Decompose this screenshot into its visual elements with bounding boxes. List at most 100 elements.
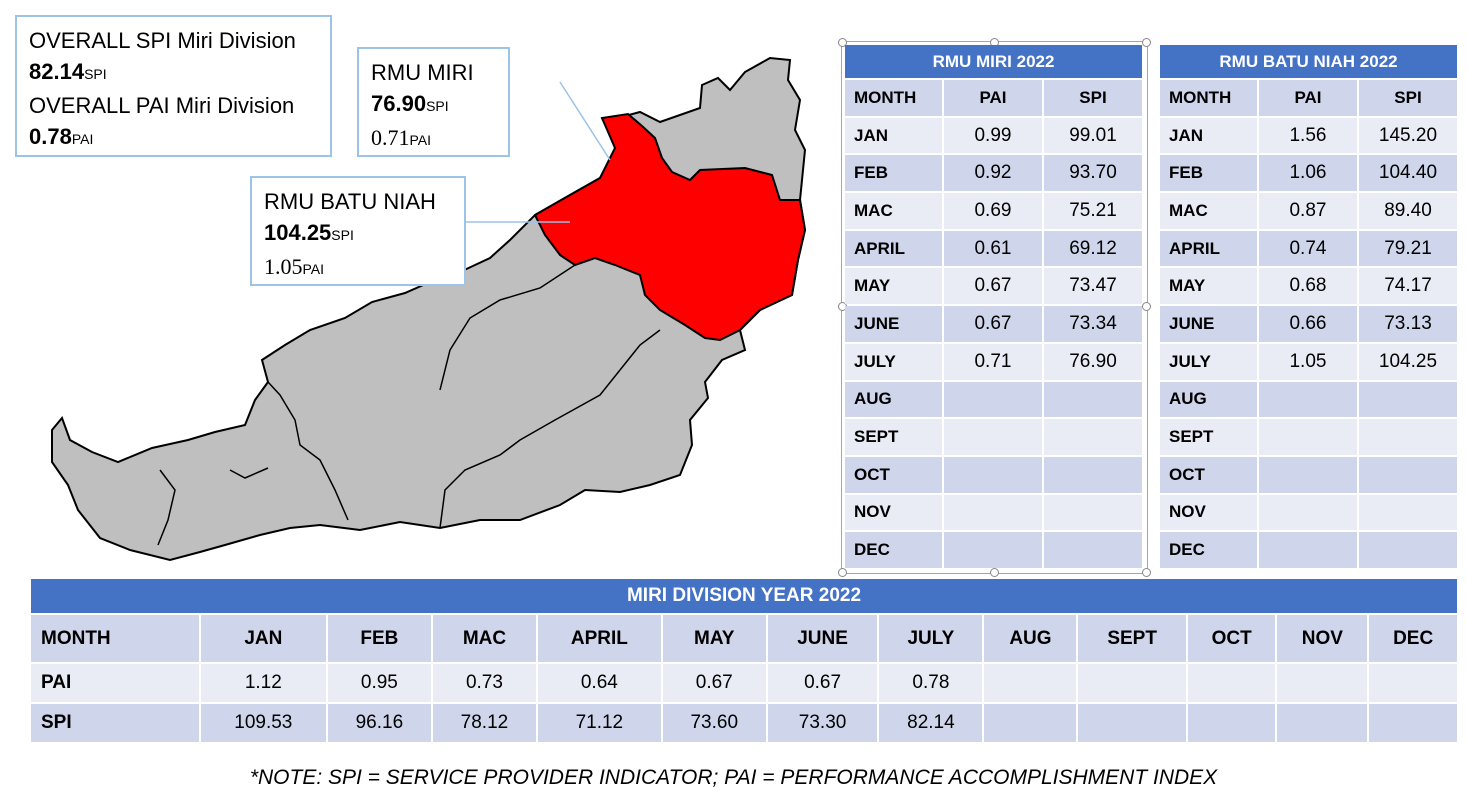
division-pai-cell: 0.67 xyxy=(662,664,766,702)
table-row: OCT xyxy=(845,456,1142,493)
selection-handle-right[interactable] xyxy=(1142,302,1151,311)
miri-division-table: MIRI DIVISION YEAR 2022 MONTH JAN FEB MAC A… xyxy=(29,577,1459,744)
pai-cell xyxy=(1258,419,1357,455)
division-spi-cell: 71.12 xyxy=(537,704,661,742)
table-row: NOV xyxy=(1160,494,1457,531)
pai-cell xyxy=(943,532,1042,568)
spi-cell: 69.12 xyxy=(1043,230,1142,267)
spi-cell: 89.40 xyxy=(1358,193,1457,229)
month-cell: NOV xyxy=(1160,494,1257,531)
division-month-header: NOV xyxy=(1277,615,1368,662)
overall-pai-label: OVERALL PAI Miri Division xyxy=(29,93,295,118)
division-spi-cell: 109.53 xyxy=(200,704,326,742)
month-cell: FEB xyxy=(1160,155,1257,192)
overall-callout: OVERALL SPI Miri Division 82.14SPI OVERA… xyxy=(15,15,332,157)
rmu-batu-niah-spi-line: 104.25SPI xyxy=(264,217,452,251)
rmu-miri-spi-unit: SPI xyxy=(426,98,449,114)
division-pai-cell: 0.67 xyxy=(767,664,878,702)
rmu-batu-niah-pai-unit: PAI xyxy=(302,261,325,277)
division-spi-cell: 96.16 xyxy=(327,704,431,742)
rmu-miri-table: RMU MIRI 2022 MONTH PAI SPI JAN 0.99 99.01 FEB… xyxy=(843,43,1144,570)
division-spi-cell xyxy=(1369,704,1457,742)
table-row: MAY 0.67 73.47 xyxy=(845,268,1142,305)
table-row: JULY 0.71 76.90 xyxy=(845,343,1142,380)
month-cell: DEC xyxy=(1160,532,1257,568)
month-cell: JAN xyxy=(1160,117,1257,154)
table-row: JUNE 0.66 73.13 xyxy=(1160,306,1457,342)
table-row: JAN 0.99 99.01 xyxy=(845,117,1142,154)
division-header-month-label: MONTH xyxy=(31,615,199,662)
table-row: JUNE 0.67 73.34 xyxy=(845,306,1142,342)
rmu-miri-callout-title: RMU MIRI xyxy=(371,60,474,85)
rmu-miri-table-header-row: MONTH PAI SPI xyxy=(845,80,1142,116)
overall-spi-value: 82.14 xyxy=(29,59,85,84)
division-spi-cell xyxy=(1187,704,1276,742)
table-row: SEPT xyxy=(845,419,1142,455)
pai-cell: 1.06 xyxy=(1258,155,1357,192)
month-cell: DEC xyxy=(845,532,942,568)
division-spi-cell xyxy=(1078,704,1186,742)
rmu-batu-niah-table-header-cell: SPI xyxy=(1358,80,1457,116)
spi-cell xyxy=(1043,419,1142,455)
division-pai-cell xyxy=(984,664,1077,702)
month-cell: JUNE xyxy=(845,306,942,342)
division-pai-cell xyxy=(1369,664,1457,702)
division-month-header: OCT xyxy=(1187,615,1276,662)
division-pai-row: PAI 1.12 0.95 0.73 0.64 0.67 0.67 0.78 xyxy=(31,664,1457,702)
month-cell: SEPT xyxy=(845,419,942,455)
table-row: AUG xyxy=(1160,381,1457,418)
month-cell: MAC xyxy=(845,193,942,229)
division-month-header: DEC xyxy=(1369,615,1457,662)
division-month-header: JAN xyxy=(200,615,326,662)
table-row: APRIL 0.74 79.21 xyxy=(1160,230,1457,267)
spi-cell xyxy=(1358,494,1457,531)
rmu-miri-spi-line: 76.90SPI xyxy=(371,88,496,122)
month-cell: JULY xyxy=(1160,343,1257,380)
table-row: MAC 0.69 75.21 xyxy=(845,193,1142,229)
selection-handle-bottom-right[interactable] xyxy=(1142,568,1151,577)
rmu-batu-niah-pai-value: 1.05 xyxy=(264,254,303,279)
rmu-miri-spi-value: 76.90 xyxy=(371,91,427,116)
table-row: DEC xyxy=(1160,532,1457,568)
division-header-row: MONTH JAN FEB MAC APRIL MAY JUNE JULY AUG SEPT OC… xyxy=(31,615,1457,662)
division-pai-cell: 1.12 xyxy=(200,664,326,702)
overall-spi-unit: SPI xyxy=(84,66,107,82)
pai-cell: 0.66 xyxy=(1258,306,1357,342)
table-row: NOV xyxy=(845,494,1142,531)
rmu-batu-niah-spi-unit: SPI xyxy=(331,227,354,243)
pai-cell: 0.61 xyxy=(943,230,1042,267)
spi-cell xyxy=(1043,381,1142,418)
table-row: AUG xyxy=(845,381,1142,418)
month-cell: MAC xyxy=(1160,193,1257,229)
selection-handle-bottom-left[interactable] xyxy=(838,568,847,577)
month-cell: AUG xyxy=(1160,381,1257,418)
month-cell: JULY xyxy=(845,343,942,380)
division-month-header: JULY xyxy=(879,615,983,662)
selection-handle-top-left[interactable] xyxy=(838,38,847,47)
rmu-miri-pai-value: 0.71 xyxy=(371,125,410,150)
spi-cell: 73.34 xyxy=(1043,306,1142,342)
map-internal-borders xyxy=(157,264,661,546)
division-pai-cell xyxy=(1277,664,1368,702)
rmu-miri-pai-unit: PAI xyxy=(409,132,432,148)
miri-division-table-title: MIRI DIVISION YEAR 2022 xyxy=(31,579,1457,613)
pai-cell xyxy=(943,419,1042,455)
table-row: OCT xyxy=(1160,456,1457,493)
selection-handle-top-right[interactable] xyxy=(1142,38,1151,47)
spi-cell: 104.40 xyxy=(1358,155,1457,192)
table-row: FEB 1.06 104.40 xyxy=(1160,155,1457,192)
division-month-header: AUG xyxy=(984,615,1077,662)
division-spi-cell xyxy=(984,704,1077,742)
division-month-header: FEB xyxy=(327,615,431,662)
spi-cell: 93.70 xyxy=(1043,155,1142,192)
selection-handle-bottom[interactable] xyxy=(990,568,999,577)
spi-cell: 75.21 xyxy=(1043,193,1142,229)
rmu-batu-niah-pai-line: 1.05PAI xyxy=(264,251,452,285)
table-row: MAY 0.68 74.17 xyxy=(1160,268,1457,305)
spi-cell: 99.01 xyxy=(1043,117,1142,154)
pai-cell xyxy=(943,381,1042,418)
month-cell: MAY xyxy=(1160,268,1257,305)
spi-cell: 73.13 xyxy=(1358,306,1457,342)
rmu-batu-niah-table-title: RMU BATU NIAH 2022 xyxy=(1160,45,1457,78)
table-row: MAC 0.87 89.40 xyxy=(1160,193,1457,229)
